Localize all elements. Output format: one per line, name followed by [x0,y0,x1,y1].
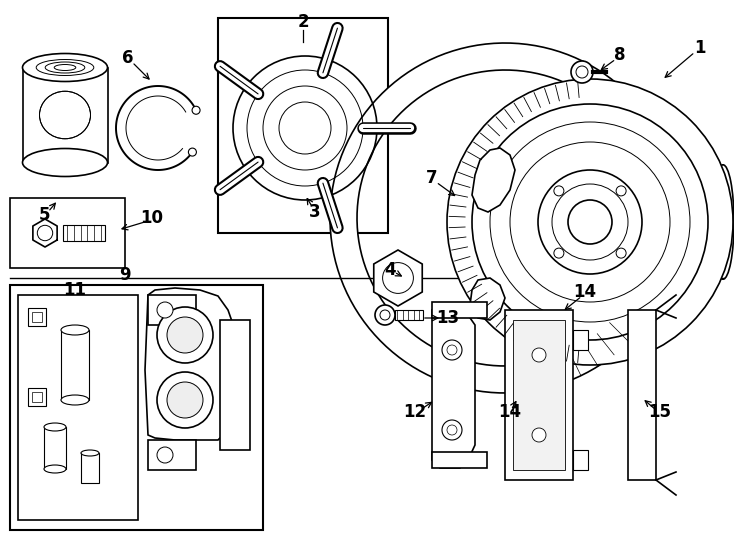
Ellipse shape [23,53,107,82]
Circle shape [189,148,197,156]
Bar [220,320,250,450]
Text: 12: 12 [404,403,426,421]
Ellipse shape [44,465,66,473]
Ellipse shape [61,325,89,335]
Polygon shape [472,148,515,212]
Bar [505,310,573,480]
Text: 8: 8 [614,46,626,64]
Ellipse shape [23,148,107,177]
Text: 15: 15 [649,403,672,421]
Bar [28,388,46,406]
Bar [573,330,588,350]
Polygon shape [432,310,475,468]
Circle shape [192,106,200,114]
Polygon shape [470,278,505,320]
Bar [513,320,565,470]
Bar [44,427,66,469]
Bar [148,295,196,325]
Circle shape [447,79,733,365]
Text: 4: 4 [384,261,396,279]
Circle shape [167,317,203,353]
Circle shape [167,382,203,418]
Circle shape [157,372,213,428]
Text: 10: 10 [140,209,164,227]
Ellipse shape [44,423,66,431]
Bar [432,302,487,318]
Circle shape [442,420,462,440]
Bar [61,330,89,400]
Text: 1: 1 [694,39,706,57]
Circle shape [157,447,173,463]
Ellipse shape [712,165,734,279]
Text: 9: 9 [119,266,131,284]
Bar [148,440,196,470]
Text: 2: 2 [297,13,309,31]
Circle shape [571,61,593,83]
Text: 11: 11 [64,281,87,299]
Ellipse shape [81,450,99,456]
Bar [573,450,588,470]
Circle shape [375,305,395,325]
Bar [23,68,107,163]
Bar [628,310,656,480]
Polygon shape [145,288,240,440]
Circle shape [157,307,213,363]
Bar [395,310,423,320]
Bar [32,312,42,322]
Circle shape [157,302,173,318]
Text: 5: 5 [39,206,51,224]
Circle shape [532,428,546,442]
Text: 14: 14 [573,283,597,301]
Bar [18,295,138,520]
Circle shape [442,340,462,360]
Text: 7: 7 [426,169,437,187]
Polygon shape [330,43,639,393]
Ellipse shape [61,395,89,405]
Circle shape [532,348,546,362]
Bar [28,308,46,326]
Bar [10,198,125,268]
Bar [10,285,263,530]
Text: 14: 14 [498,403,522,421]
Text: 3: 3 [309,203,321,221]
Text: 6: 6 [123,49,134,67]
Text: 13: 13 [437,309,459,327]
Bar [432,452,487,468]
Bar [81,453,99,483]
Bar [218,18,388,233]
Bar [32,392,42,402]
Bar [63,225,105,241]
Polygon shape [374,250,422,306]
